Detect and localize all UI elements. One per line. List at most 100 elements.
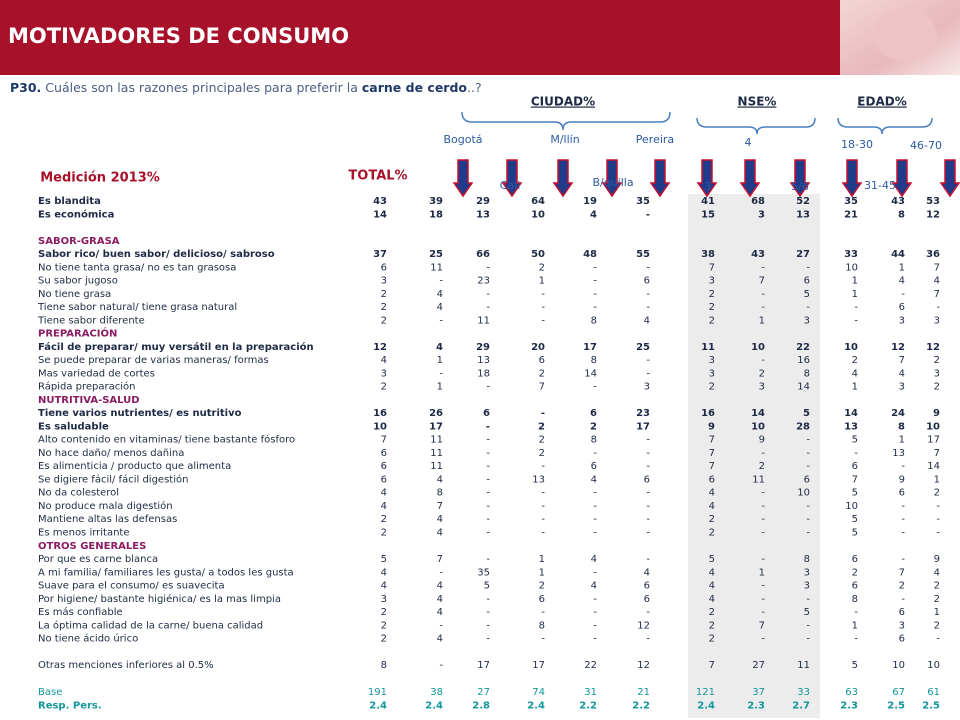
cell-value: 1 [539,567,545,578]
cell-value: 2 [381,634,387,645]
footer-value: 2.3 [747,700,765,711]
cell-value: 7 [437,554,443,565]
cell-value: 2 [759,461,765,472]
cell-value: 10 [927,660,940,671]
cell-value: 4 [709,594,715,605]
cell-value: - [593,607,597,618]
cell-value: 2 [709,607,715,618]
cell-value: 14 [927,461,940,472]
cell-value: 15 [701,209,715,220]
header-band [0,0,960,75]
cell-value: - [486,501,490,512]
cell-value: - [486,474,490,485]
cell-value: - [541,315,545,326]
cell-value: 8 [591,435,597,446]
measure-label: Medición 2013% [40,171,160,186]
cell-value: 4 [437,474,443,485]
cell-value: - [486,435,490,446]
cell-value: 13 [532,474,545,485]
cell-value: - [806,302,810,313]
cell-value: 9 [708,421,715,432]
cell-value: 6 [899,607,905,618]
cell-value: 6 [539,355,545,366]
cell-value: 8 [591,315,597,326]
cell-value: 3 [709,368,715,379]
cell-value: 2 [759,368,765,379]
cell-value: - [854,634,858,645]
cell-value: - [806,634,810,645]
column-header: 4 [745,136,752,149]
cell-value: 2 [852,355,858,366]
cell-value: 14 [797,382,810,393]
cell-value: 5 [852,660,858,671]
cell-value: 12 [926,342,940,353]
cell-value: - [486,421,490,432]
brace [837,117,933,135]
cell-value: 20 [531,342,545,353]
cell-value: 3 [899,382,905,393]
cell-value: 4 [709,581,715,592]
cell-value: 6 [899,488,905,499]
cell-value: 10 [844,342,858,353]
cell-value: 68 [751,196,765,207]
group-label: EDAD% [857,95,906,109]
cell-value: 10 [751,421,765,432]
footer-value: 2.5 [887,700,905,711]
cell-value: - [593,567,597,578]
cell-value: - [593,276,597,287]
cell-value: 3 [899,315,905,326]
cell-value: 3 [899,620,905,631]
footer-value: 2.2 [579,700,597,711]
cell-value: 11 [430,262,443,273]
cell-value: - [593,289,597,300]
cell-value: - [854,448,858,459]
row-label: Sabor rico/ buen sabor/ delicioso/ sabro… [38,249,275,260]
cell-value: - [541,302,545,313]
cell-value: 7 [759,620,765,631]
cell-value: 27 [752,660,765,671]
footer-value: 61 [927,687,940,698]
page-title: MOTIVADORES DE CONSUMO [8,24,349,48]
cell-value: 14 [844,408,858,419]
cell-value: 9 [934,554,940,565]
arrow [452,159,474,198]
cell-value: - [486,554,490,565]
cell-value: 7 [934,289,940,300]
cell-value: 17 [429,421,443,432]
footer-value: 2.2 [632,700,650,711]
cell-value: 10 [531,209,545,220]
cell-value: 7 [381,435,387,446]
row-label: No tiene ácido úrico [38,633,138,645]
cell-value: 6 [591,461,597,472]
footer-value: 63 [845,687,858,698]
footer-value: 2.4 [697,700,715,711]
footer-value: 2.7 [792,700,810,711]
row-label: No da colesterol [38,488,119,499]
cell-value: 24 [891,408,905,419]
cell-value: - [646,302,650,313]
column-header: 5/6 [791,180,809,193]
cell-value: - [854,607,858,618]
cell-value: 4 [591,554,597,565]
footer-value: 2.4 [369,700,387,711]
cell-value: 2 [934,488,940,499]
cell-value: 4 [709,501,715,512]
cell-value: - [541,501,545,512]
cell-value: - [646,554,650,565]
row-label: No tiene grasa [38,289,111,300]
cell-value: - [646,634,650,645]
cell-value: 1 [852,276,858,287]
cell-value: 7 [709,435,715,446]
cell-value: - [936,501,940,512]
cell-value: 13 [892,448,905,459]
footer-value: 2.3 [840,700,858,711]
cell-value: 1 [759,567,765,578]
cell-value: - [439,368,443,379]
cell-value: 4 [644,315,650,326]
cell-value: - [854,302,858,313]
cell-value: - [806,594,810,605]
cell-value: 43 [373,196,387,207]
cell-value: 4 [437,289,443,300]
cell-value: 3 [934,368,940,379]
